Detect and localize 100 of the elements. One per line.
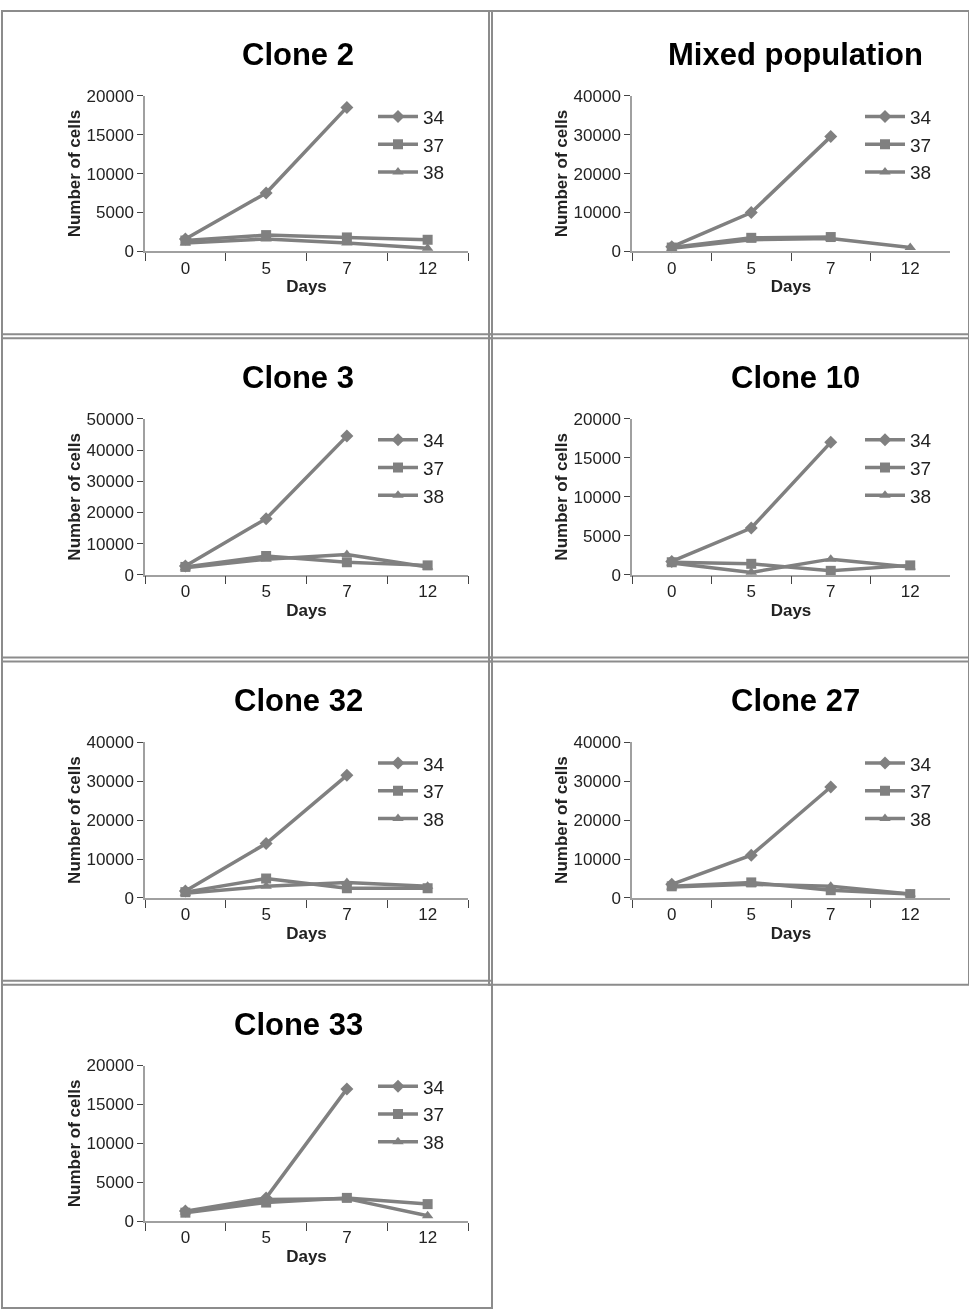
x-tick-label: 7 [826,258,836,278]
y-tick-label: 30000 [86,772,134,792]
x-axis-title: Days [770,600,812,620]
chart-title: Clone 27 [731,683,861,718]
x-tick-label: 12 [418,258,438,278]
legend-label: 38 [910,485,932,507]
y-axis-title: Number of cells [64,109,84,238]
y-tick-label: 20000 [86,811,134,831]
x-tick-label: 7 [826,581,836,601]
y-tick-label: 5000 [96,203,134,223]
chart-title: Clone 32 [234,683,364,718]
legend-label: 37 [910,457,932,479]
legend-label: 38 [910,808,932,830]
legend-label: 34 [423,1076,445,1098]
x-tick-label: 0 [180,581,191,601]
y-axis-title: Number of cells [551,433,571,561]
y-tick-label: 0 [124,888,134,908]
x-tick-label: 5 [261,258,271,278]
x-tick-label: 5 [746,581,756,601]
y-tick-label: 20000 [86,503,134,523]
legend-label: 37 [423,134,445,156]
y-tick-label: 5000 [96,1173,134,1193]
y-tick-label: 15000 [86,125,134,145]
x-tick-label: 12 [900,581,920,601]
x-tick-label: 0 [180,905,191,925]
y-axis-title: Number of cells [551,109,571,238]
x-tick-label: 5 [261,581,271,601]
y-tick-label: 20000 [573,409,621,429]
legend-label: 37 [423,781,445,803]
y-tick-label: 10000 [86,534,134,554]
x-axis-title: Days [286,600,327,620]
y-tick-label: 20000 [86,1056,134,1076]
x-tick-label: 12 [900,905,920,925]
x-tick-label: 0 [180,258,191,278]
x-tick-label: 0 [180,1228,191,1248]
y-tick-label: 0 [124,242,134,262]
y-tick-label: 0 [611,888,621,908]
legend-label: 34 [910,753,932,775]
legend-label: 38 [423,1132,445,1154]
y-tick-label: 0 [124,1212,134,1232]
chart-title: Clone 33 [234,1007,364,1042]
x-axis-title: Days [286,277,327,297]
y-tick-label: 50000 [86,409,134,429]
y-tick-label: 20000 [573,164,621,184]
x-tick-label: 12 [418,1228,438,1248]
y-tick-label: 40000 [86,733,134,753]
y-axis-title: Number of cells [551,756,571,884]
legend-label: 38 [910,162,932,184]
x-tick-label: 7 [342,905,352,925]
y-tick-label: 30000 [573,125,621,145]
x-tick-label: 12 [418,581,438,601]
x-tick-label: 0 [667,905,677,925]
y-tick-label: 0 [124,565,134,585]
x-axis-title: Days [770,277,812,297]
y-tick-label: 40000 [86,441,134,461]
y-tick-label: 40000 [573,86,621,106]
y-axis-title: Number of cells [64,756,84,884]
y-tick-label: 10000 [86,850,134,869]
y-tick-label: 15000 [86,1095,134,1115]
x-tick-label: 12 [900,258,920,278]
x-tick-label: 7 [342,258,352,278]
y-tick-label: 5000 [583,526,621,546]
y-tick-label: 0 [611,565,621,585]
y-tick-label: 10000 [86,1134,134,1154]
y-tick-label: 30000 [86,472,134,492]
chart-title: Clone 3 [242,360,354,395]
x-tick-label: 7 [342,1228,352,1248]
legend-label: 37 [423,457,445,479]
legend-label: 37 [910,134,932,156]
x-axis-title: Days [286,1247,327,1267]
y-tick-label: 0 [611,242,621,262]
y-axis-title: Number of cells [64,1079,84,1208]
legend-label: 34 [423,753,445,775]
y-tick-label: 10000 [573,203,621,223]
y-tick-label: 20000 [573,811,621,831]
x-tick-label: 5 [261,905,271,925]
x-tick-label: 5 [746,905,756,925]
x-tick-label: 0 [667,581,677,601]
x-tick-label: 0 [667,258,677,278]
x-tick-label: 7 [342,581,352,601]
x-tick-label: 5 [746,258,756,278]
y-tick-label: 10000 [86,164,134,184]
legend-label: 37 [910,781,932,803]
y-tick-label: 10000 [573,487,621,507]
x-tick-label: 7 [826,905,836,925]
chart-title: Clone 10 [731,360,861,395]
x-tick-label: 5 [261,1228,271,1248]
legend-label: 37 [423,1104,445,1126]
x-axis-title: Days [770,924,812,944]
legend-label: 38 [423,808,445,830]
legend-label: 34 [910,430,932,452]
y-tick-label: 30000 [573,772,621,792]
legend-label: 38 [423,162,445,184]
y-tick-label: 20000 [86,86,134,106]
x-tick-label: 12 [418,905,438,925]
legend-label: 34 [423,106,445,128]
y-tick-label: 10000 [573,850,621,869]
legend-label: 34 [910,106,932,128]
chart-title: Clone 2 [242,37,354,72]
y-tick-label: 15000 [573,448,621,468]
